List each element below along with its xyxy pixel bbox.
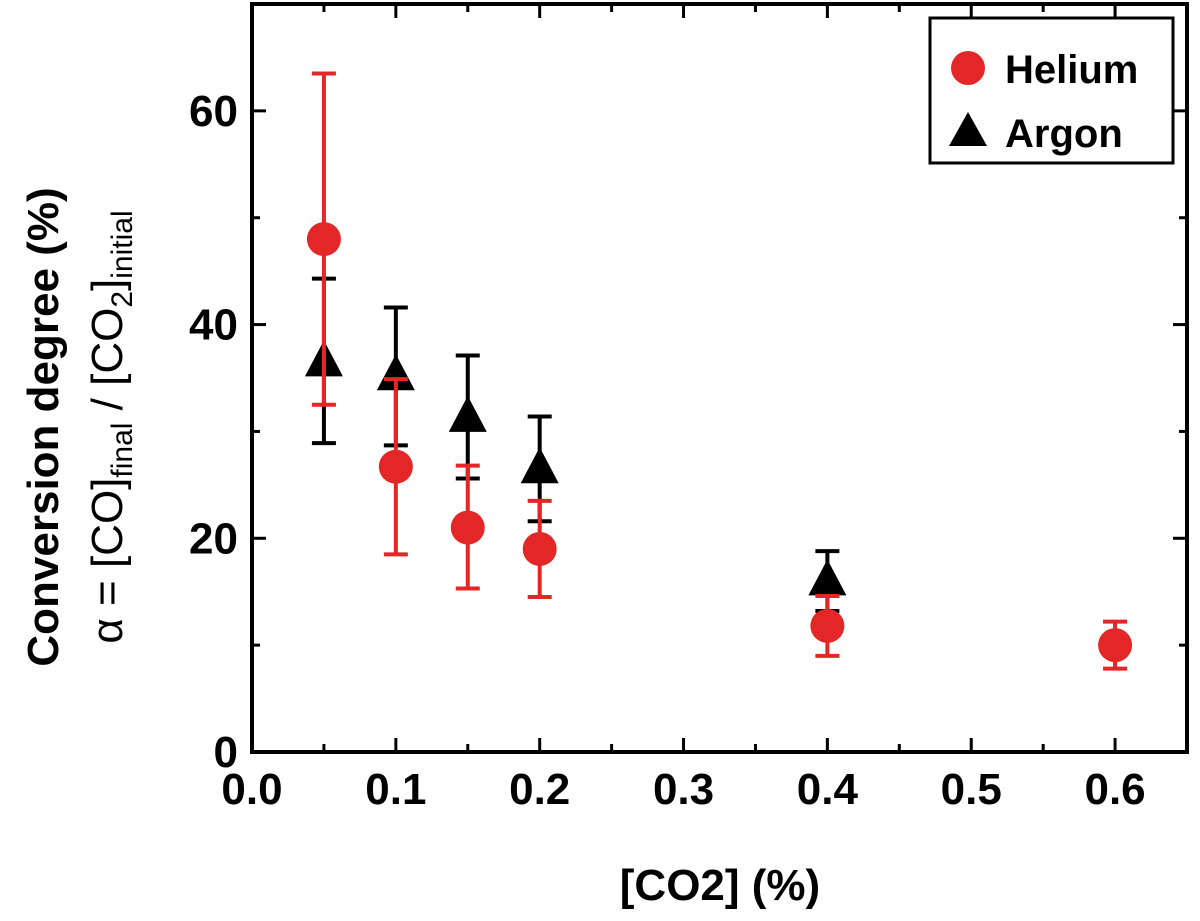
data-point-helium	[306, 222, 341, 257]
data-point-argon	[808, 559, 847, 596]
data-point-argon	[376, 354, 415, 391]
y-axis-ticks: 0 20 40 60	[189, 2, 1187, 777]
formula-prefix: α = [CO]	[83, 478, 132, 644]
y-axis-title-line2: α = [CO]final / [CO2]initial	[83, 210, 139, 643]
plot-frame	[250, 2, 1189, 754]
x-tick-label: 0.0	[221, 765, 282, 814]
x-axis-ticks: 0.0 0.1 0.2 0.3 0.4 0.5 0.6	[221, 4, 1146, 814]
legend-argon-marker	[949, 112, 987, 146]
data-point-argon	[520, 447, 559, 484]
legend: Helium Argon	[928, 16, 1175, 165]
legend-argon-label: Argon	[1005, 112, 1123, 156]
data-point-helium	[378, 449, 413, 484]
series-helium	[306, 71, 1133, 671]
x-tick-label: 0.1	[365, 765, 426, 814]
formula-middle: / [CO	[83, 308, 132, 423]
data-point-helium	[810, 608, 845, 643]
formula-sub-2: 2	[106, 291, 139, 308]
formula-sub-initial: initial	[106, 210, 139, 278]
formula-sub-final: final	[106, 423, 139, 478]
x-tick-label: 0.5	[941, 765, 1002, 814]
formula-bracket: ]	[83, 279, 132, 291]
x-tick-label: 0.6	[1084, 765, 1145, 814]
series-layer	[304, 71, 1133, 671]
y-tick-label: 20	[189, 514, 238, 563]
y-axis-title-line1: Conversion degree (%)	[19, 187, 68, 666]
data-point-helium	[522, 531, 557, 566]
data-point-helium	[1098, 628, 1133, 663]
x-tick-label: 0.4	[797, 765, 859, 814]
y-axis-formula: α = [CO]final / [CO2]initial	[83, 210, 139, 643]
data-point-helium	[450, 510, 485, 545]
x-tick-label: 0.3	[653, 765, 714, 814]
data-point-argon	[448, 395, 487, 432]
y-tick-label: 40	[189, 301, 238, 350]
legend-helium-marker	[951, 51, 985, 85]
legend-helium-label: Helium	[1005, 48, 1138, 92]
x-axis-title: [CO2] (%)	[620, 861, 820, 910]
y-tick-label: 0	[214, 728, 238, 777]
x-tick-label: 0.2	[509, 765, 570, 814]
series-argon	[304, 276, 847, 613]
y-tick-label: 60	[189, 87, 238, 136]
y-axis-title: Conversion degree (%)	[19, 187, 68, 666]
